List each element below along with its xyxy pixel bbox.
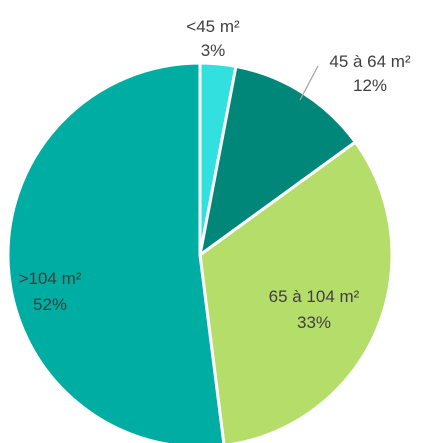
pie-labels: <45 m² 3% 45 à 64 m² 12% 65 à 104 m² 33% >104 … <box>19 17 411 332</box>
slice-percent-label-1: 12% <box>353 76 387 95</box>
leader-lines <box>299 65 319 101</box>
slice-percent-label-0: 3% <box>201 41 226 60</box>
pie-slice-3 <box>6 61 226 443</box>
pie-slice-2 <box>198 140 394 443</box>
slice-name-label-0: <45 m² <box>186 17 240 36</box>
slice-name-label-1: 45 à 64 m² <box>329 52 411 71</box>
slice-name-label-2: 65 à 104 m² <box>269 287 360 306</box>
leader-line-1 <box>299 65 319 101</box>
slice-name-label-3: >104 m² <box>19 269 82 288</box>
pie-slice-1 <box>198 64 357 257</box>
slice-percent-label-2: 33% <box>297 313 331 332</box>
slice-percent-label-3: 52% <box>33 295 67 314</box>
pie-slices <box>6 61 394 443</box>
